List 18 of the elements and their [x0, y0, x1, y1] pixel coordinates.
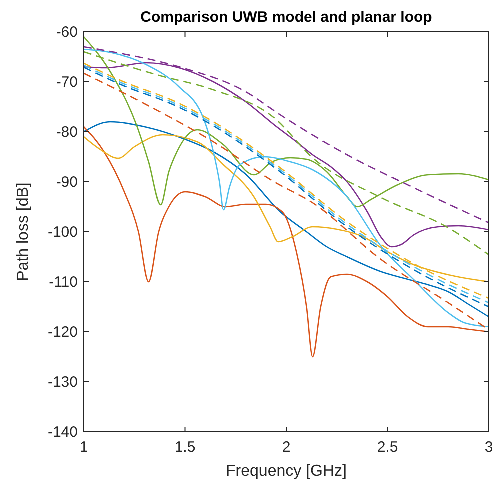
chart-title: Comparison UWB model and planar loop	[140, 9, 432, 26]
y-tick-label: -100	[48, 224, 78, 241]
line-series	[83, 121, 490, 318]
x-tick-label: 3	[484, 439, 494, 456]
x-tick-label: 1	[80, 439, 88, 456]
x-tick-label: 1.5	[174, 439, 196, 456]
x-tick-label: 2	[282, 439, 291, 456]
y-tick-label: -140	[48, 424, 78, 441]
y-tick-label: -110	[49, 274, 78, 291]
y-tick-label: -90	[56, 174, 78, 191]
x-tick-label: 2.5	[377, 439, 398, 456]
y-tick-label: -60	[56, 24, 78, 41]
y-tick-label: -130	[48, 374, 78, 391]
y-tick-label: -70	[56, 74, 78, 91]
y-tick-label: -120	[48, 324, 78, 341]
y-tick-label: -80	[56, 124, 78, 141]
y-axis-title: Path loss [dB]	[15, 182, 32, 282]
x-axis-title: Frequency [GHz]	[226, 463, 347, 480]
